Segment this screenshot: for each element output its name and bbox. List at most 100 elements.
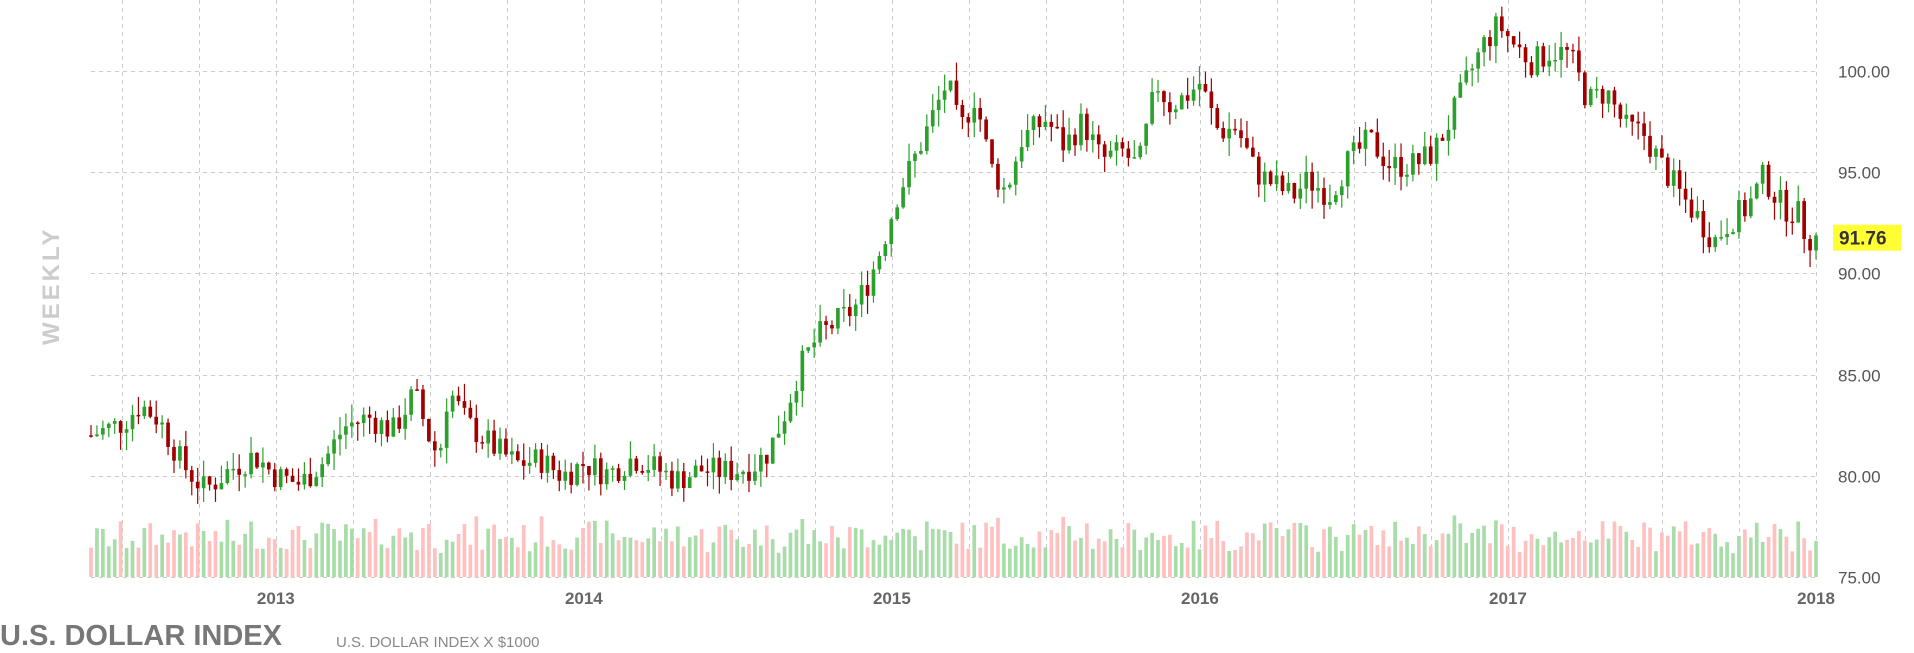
candle-body xyxy=(1535,46,1540,76)
candle-body xyxy=(847,306,852,317)
candle-body xyxy=(1511,36,1516,45)
candle-body xyxy=(759,454,763,472)
volume-bar xyxy=(438,553,443,577)
y-tick-label: 100.00 xyxy=(1838,63,1890,82)
volume-bar xyxy=(521,525,526,577)
volume-bar xyxy=(1002,543,1006,577)
candle-body xyxy=(326,453,330,465)
volume-bar xyxy=(1221,540,1226,577)
candle-body xyxy=(747,471,751,481)
candle-body xyxy=(1760,164,1765,184)
volume-bar xyxy=(1162,535,1166,577)
volume-bar xyxy=(266,537,271,577)
volume-bar xyxy=(468,544,473,577)
candle-body xyxy=(1517,44,1522,48)
volume-bar xyxy=(687,537,692,577)
candle-body xyxy=(255,452,259,468)
volume-bar xyxy=(1636,546,1641,577)
volume-bar xyxy=(1464,542,1469,577)
candle-body xyxy=(1351,142,1356,152)
candle-body xyxy=(154,416,159,425)
volume-bar xyxy=(1304,525,1309,577)
volume-bar xyxy=(302,539,307,577)
candle-body xyxy=(243,474,247,476)
volume-bar xyxy=(379,544,384,577)
candle-body xyxy=(1600,88,1605,104)
volume-bar xyxy=(219,541,224,577)
candle-body xyxy=(136,414,141,417)
candle-body xyxy=(385,420,390,437)
candle-body xyxy=(486,430,491,444)
candle-body xyxy=(788,402,793,422)
volume-bar xyxy=(729,529,734,577)
candle-body xyxy=(557,470,562,481)
candle-body xyxy=(1440,137,1445,141)
volume-bar xyxy=(563,548,568,577)
volume-bar xyxy=(118,521,123,577)
candle-body xyxy=(1363,129,1368,149)
volume-bar xyxy=(1778,529,1783,577)
volume-bar xyxy=(385,547,390,577)
candle-body xyxy=(1458,82,1463,98)
volume-bar xyxy=(1440,533,1445,577)
volume-bar xyxy=(1013,545,1018,577)
volume-bar xyxy=(664,528,668,577)
candle-body xyxy=(604,469,609,485)
candle-body xyxy=(841,306,846,309)
candle-body xyxy=(1796,201,1801,223)
candle-body xyxy=(403,414,408,429)
volume-bar xyxy=(830,525,834,577)
volume-bar xyxy=(1328,526,1332,577)
volume-bar xyxy=(527,551,532,577)
candle-body xyxy=(593,458,597,476)
volume-bar xyxy=(148,523,153,577)
volume-bar xyxy=(1766,537,1771,577)
candle-body xyxy=(1529,62,1534,76)
volume-bar xyxy=(883,535,888,577)
candle-body xyxy=(1731,232,1735,235)
volume-bar xyxy=(1096,538,1101,577)
volume-bar xyxy=(320,522,325,577)
volume-bar xyxy=(1120,547,1125,577)
candle-body xyxy=(1630,114,1635,122)
volume-bar xyxy=(1150,532,1154,577)
volume-bar xyxy=(1079,537,1083,577)
candle-body xyxy=(1648,135,1652,157)
candle-body xyxy=(539,449,544,473)
candle-body xyxy=(213,484,218,490)
volume-bar xyxy=(504,537,508,577)
candle-body xyxy=(616,468,621,481)
volume-bar xyxy=(1754,522,1759,577)
candle-body xyxy=(397,417,402,429)
candle-body xyxy=(1049,121,1054,127)
volume-bar xyxy=(332,529,336,577)
candle-body xyxy=(764,454,769,464)
candle-body xyxy=(1695,211,1700,218)
candle-body xyxy=(1256,156,1261,185)
candle-body xyxy=(966,117,971,123)
candle-body xyxy=(231,468,236,471)
volume-bar xyxy=(1019,537,1024,577)
volume-bar xyxy=(681,546,686,577)
candle-body xyxy=(836,308,840,329)
candle-body xyxy=(344,426,348,435)
candle-body xyxy=(919,150,923,154)
volume-bar xyxy=(587,521,591,577)
candle-body xyxy=(1173,109,1178,113)
volume-bar xyxy=(1725,542,1729,577)
volume-bar xyxy=(1494,520,1498,577)
candle-body xyxy=(818,321,822,343)
candle-body xyxy=(996,163,1000,190)
candle-body xyxy=(960,104,965,118)
x-tick-label: 2016 xyxy=(1181,589,1219,608)
volume-bar xyxy=(249,521,253,577)
candle-body xyxy=(1446,129,1451,141)
volume-bar xyxy=(290,529,295,577)
candle-body xyxy=(474,417,479,443)
volume-bar xyxy=(243,533,247,577)
candle-body xyxy=(1766,164,1771,197)
candle-body xyxy=(1748,198,1753,217)
volume-bar xyxy=(1357,534,1362,577)
x-tick-label: 2013 xyxy=(257,589,295,608)
candle-body xyxy=(1434,137,1439,164)
